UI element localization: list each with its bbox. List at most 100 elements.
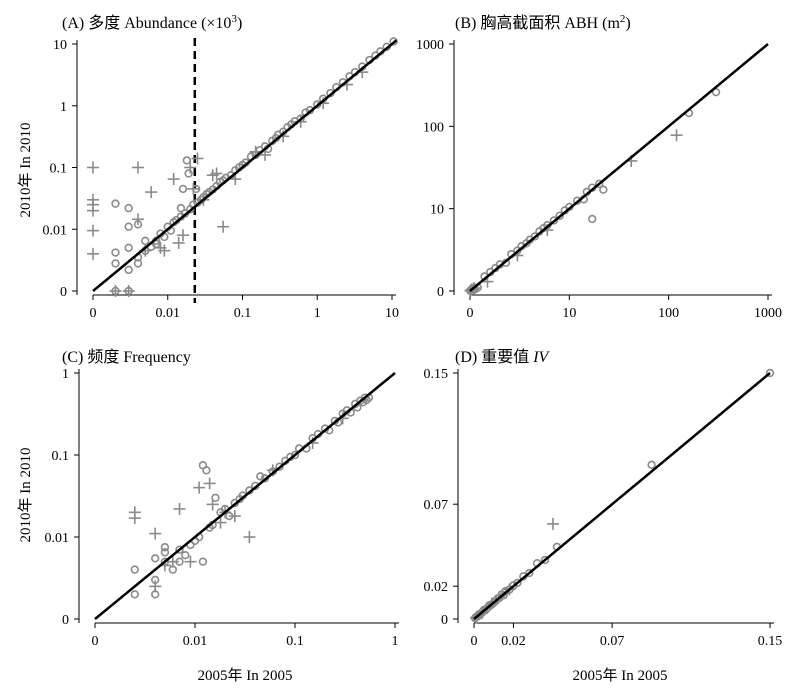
- x-tick-label: 0.15: [758, 634, 783, 649]
- data-point-plus: [149, 580, 162, 593]
- x-tick-label: 0.02: [501, 634, 526, 649]
- panel-c-frequency: (C) 频度 Frequency 0 0.01 0.1 1 0 0.01 0.1 1: [45, 348, 399, 649]
- data-point-circle: [588, 214, 597, 224]
- data-point-circle: [176, 203, 186, 213]
- panel-title-text: (D) 重要值: [455, 348, 533, 366]
- panel-title-suffix: ): [625, 15, 630, 32]
- data-point-plus: [184, 161, 197, 174]
- data-point-circle: [160, 548, 170, 557]
- y-axis-label-top: 2010年 In 2010: [17, 123, 34, 218]
- x-axis-label-left: 2005年 In 2005: [198, 667, 293, 684]
- data-point-circle: [130, 565, 139, 574]
- data-point-circle: [198, 557, 208, 566]
- x-tick-label: 1000: [754, 306, 782, 321]
- data-point-plus: [214, 516, 227, 529]
- data-point-circle: [711, 87, 721, 97]
- data-point-plus: [132, 213, 145, 226]
- y-tick-label: 1: [60, 100, 67, 115]
- panel-title: (D) 重要值 IV: [455, 348, 551, 366]
- panel-d-importance-value: (D) 重要值 IV 0 0.02 0.07 0.15 0 0.02 0.07 0.15: [424, 348, 783, 649]
- data-point-circle: [151, 554, 160, 563]
- y-tick-label: 0.02: [424, 580, 449, 595]
- x-tick-label: 0: [471, 634, 478, 649]
- y-tick-label: 0.01: [43, 223, 68, 238]
- data-point-circle: [290, 450, 300, 460]
- data-point-plus: [670, 129, 683, 142]
- data-point-plus: [203, 477, 216, 490]
- y-axis-label-bottom: 2010年 In 2010: [17, 448, 34, 543]
- data-point-circle: [130, 590, 139, 599]
- data-point-circle: [111, 259, 120, 268]
- data-point-plus: [166, 555, 179, 568]
- y-tick-label: 1000: [416, 38, 444, 53]
- x-tick-label: 100: [658, 306, 679, 321]
- data-point-plus: [187, 182, 200, 195]
- y-tick-label: 100: [423, 120, 444, 135]
- x-tick-label: 0.01: [183, 634, 208, 649]
- y-tick-label: 0: [62, 613, 69, 628]
- data-point-circle: [160, 543, 170, 552]
- y-tick-label: 0.1: [52, 449, 70, 464]
- data-point-circle: [175, 545, 184, 554]
- data-point-circle: [124, 265, 133, 275]
- x-tick-label: 0: [90, 306, 97, 321]
- data-point-circle: [540, 555, 550, 565]
- x-tick-label: 1: [392, 634, 399, 649]
- data-point-circle: [499, 591, 508, 600]
- fit-line: [473, 372, 771, 620]
- data-point-circle: [141, 236, 150, 246]
- data-point-plus: [191, 152, 204, 165]
- fit-line: [469, 43, 769, 292]
- x-axis-label-right: 2005年 In 2005: [573, 667, 668, 684]
- data-point-plus: [132, 161, 145, 174]
- y-tick-label: 0.15: [424, 367, 449, 382]
- data-point-plus: [193, 481, 206, 494]
- y-tick-label: 0.01: [45, 531, 70, 546]
- data-point-circle: [525, 568, 534, 578]
- data-point-circle: [211, 493, 220, 503]
- data-point-plus: [87, 247, 99, 260]
- x-tick-label: 0.07: [600, 634, 625, 649]
- data-point-circle: [178, 184, 188, 194]
- data-point-circle: [111, 248, 120, 257]
- data-point-plus: [184, 555, 197, 568]
- y-tick-label: 0: [441, 613, 448, 628]
- x-tick-label: 10: [562, 306, 576, 321]
- panel-title-text: (A) 多度 Abundance (×10: [62, 14, 231, 32]
- data-point-plus: [149, 527, 162, 540]
- data-point-circle: [530, 232, 540, 241]
- data-point-plus: [177, 229, 190, 242]
- data-point-plus: [122, 285, 135, 297]
- data-point-plus: [87, 161, 99, 174]
- data-point-plus: [228, 510, 241, 523]
- panel-title: (B) 胸高截面积 ABH (m2): [455, 13, 631, 32]
- data-point-plus: [128, 512, 141, 525]
- data-point-circle: [133, 259, 143, 268]
- data-point-plus: [167, 173, 180, 186]
- data-point-plus: [210, 167, 223, 180]
- data-point-plus: [87, 204, 99, 217]
- data-point-circle: [599, 185, 608, 194]
- data-point-circle: [647, 460, 656, 470]
- data-point-plus: [158, 244, 171, 257]
- fit-line: [92, 39, 398, 292]
- data-point-circle: [181, 550, 190, 560]
- data-point-circle: [124, 243, 133, 253]
- data-point-circle: [595, 179, 604, 189]
- data-point-circle: [202, 466, 211, 475]
- y-tick-label: 0.1: [50, 162, 68, 177]
- data-point-plus: [173, 502, 186, 515]
- data-point-circle: [549, 216, 559, 225]
- data-point-plus: [172, 236, 185, 249]
- data-point-circle: [184, 169, 193, 178]
- data-point-circle: [513, 578, 522, 588]
- y-tick-label: 10: [430, 203, 444, 218]
- x-tick-label: 0: [92, 634, 99, 649]
- data-point-circle: [765, 368, 775, 378]
- x-tick-label: 1: [314, 306, 321, 321]
- data-point-plus: [109, 285, 122, 297]
- y-tick-label: 0: [60, 285, 67, 300]
- data-point-plus: [243, 531, 256, 543]
- panel-title-italic: IV: [532, 349, 550, 366]
